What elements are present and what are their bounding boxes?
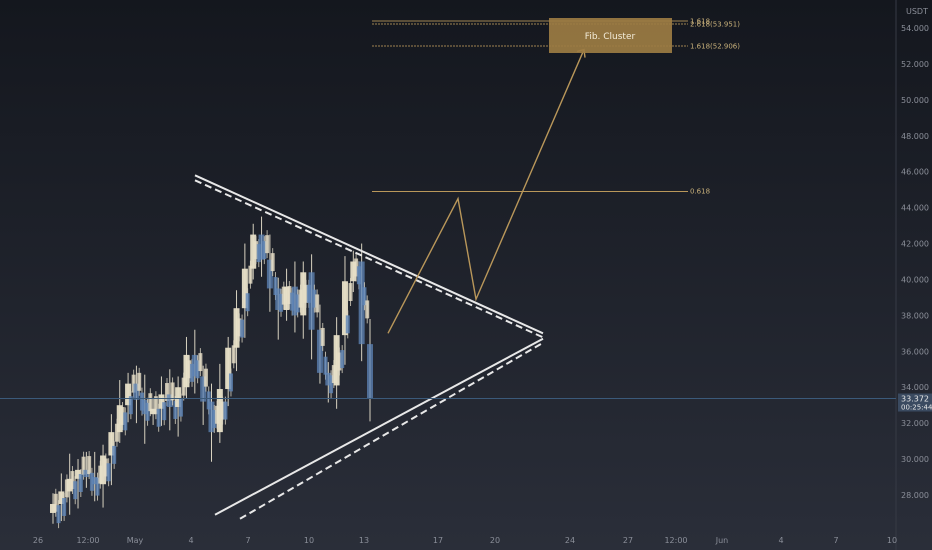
fib-extension-level[interactable]: 1.618(52.906): [372, 43, 740, 51]
upper-trendline[interactable]: [194, 174, 544, 339]
price-tick-label: 54.000: [901, 24, 929, 33]
fib-extension-level[interactable]: 2.618(53.951): [372, 21, 740, 29]
price-tick-label: 34.000: [901, 383, 929, 392]
time-tick-label: 20: [490, 536, 500, 545]
candle: [50, 488, 61, 529]
candle: [116, 380, 128, 443]
current-price-value: 33.372: [901, 395, 929, 404]
price-tick-label: 42.000: [901, 240, 929, 249]
candle: [333, 317, 345, 409]
time-tick-label: 27: [623, 536, 633, 545]
currency-label: USDT: [906, 7, 928, 16]
price-tick-label: 44.000: [901, 204, 929, 213]
price-scale[interactable]: 54.000 52.000 50.000 48.000 46.000 44.000 42.0…: [901, 24, 929, 500]
time-tick-label: 10: [887, 536, 897, 545]
price-tick-label: 38.000: [901, 311, 929, 320]
fib-layer[interactable]: 0.618 1.618(52.906) 2.618(53.951)1.618 Fib.…: [372, 18, 740, 196]
candle: [241, 243, 253, 338]
time-tick-label: 17: [433, 536, 443, 545]
time-tick-label: 7: [833, 536, 838, 545]
lower-trendline[interactable]: [214, 337, 544, 520]
price-tick-label: 36.000: [901, 347, 929, 356]
candle: [66, 453, 78, 515]
candle: [100, 444, 111, 508]
drawings-layer[interactable]: [194, 48, 586, 520]
candle: [367, 318, 373, 422]
time-tick-label: Jun: [715, 536, 729, 545]
fib-level-0618[interactable]: 0.618: [372, 187, 710, 195]
time-tick-label: 12:00: [664, 536, 687, 545]
candle: [233, 290, 245, 372]
price-tick-label: 30.000: [901, 455, 929, 464]
fib-level-label: 1.618: [690, 18, 710, 26]
price-tick-label: 50.000: [901, 96, 929, 105]
fib-level-label: 0.618: [690, 187, 710, 195]
countdown-value: 00:25:44: [901, 404, 932, 412]
time-tick-label: 12:00: [76, 536, 99, 545]
candle: [216, 363, 228, 443]
time-tick-label: 13: [359, 536, 369, 545]
fib-level-label: 1.618(52.906): [690, 43, 740, 51]
price-tick-label: 28.000: [901, 491, 929, 500]
price-tick-label: 52.000: [901, 60, 929, 69]
candle: [308, 254, 320, 360]
fib-cluster-box[interactable]: Fib. Cluster: [549, 18, 672, 53]
time-tick-label: May: [127, 536, 144, 545]
current-price-tag: [898, 393, 932, 412]
candles-layer: [50, 216, 373, 529]
candle: [358, 243, 370, 362]
time-scale[interactable]: 26 12:00 May 4 7 10 13 17 20 24 27 12:00 Jun 4 7 10: [33, 536, 897, 545]
price-tick-label: 46.000: [901, 168, 929, 177]
projection-path[interactable]: [387, 49, 585, 334]
fib-cluster-label: Fib. Cluster: [585, 32, 636, 42]
price-tick-label: 32.000: [901, 419, 929, 428]
candle: [191, 329, 203, 394]
candle: [258, 216, 270, 277]
time-tick-label: 10: [304, 536, 314, 545]
price-tick-label: 40.000: [901, 275, 929, 284]
time-tick-label: 24: [565, 536, 575, 545]
time-tick-label: 7: [245, 536, 250, 545]
fib-level-label: 2.618(53.951): [690, 21, 740, 29]
candle: [225, 336, 236, 407]
time-tick-label: 26: [33, 536, 43, 545]
candle: [108, 414, 119, 486]
time-tick-label: 4: [188, 536, 193, 545]
candle: [341, 256, 353, 365]
time-tick-label: 4: [778, 536, 783, 545]
candle: [141, 374, 153, 444]
price-tick-label: 48.000: [901, 132, 929, 141]
